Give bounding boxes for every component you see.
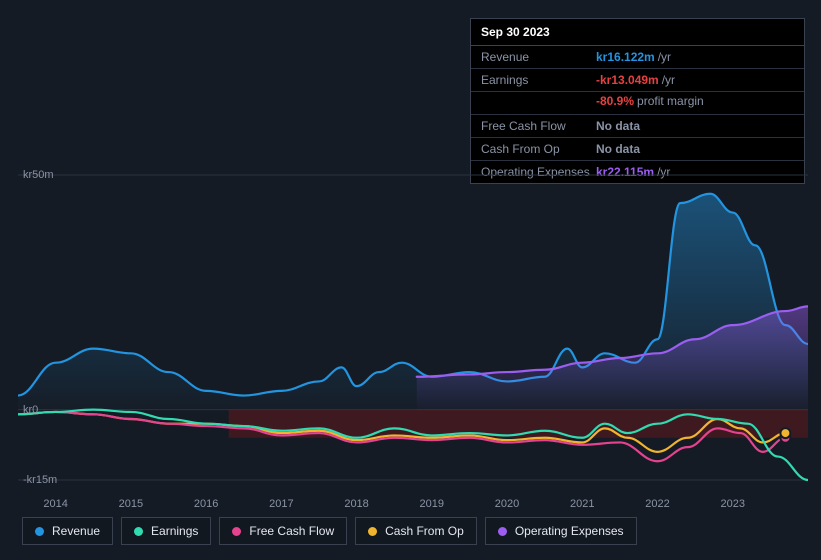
- x-axis-label: 2017: [269, 498, 293, 510]
- legend-label: Free Cash Flow: [249, 524, 334, 538]
- legend: Revenue Earnings Free Cash Flow Cash From O…: [22, 517, 637, 545]
- legend-swatch: [498, 527, 507, 536]
- y-axis-label: kr50m: [23, 169, 54, 181]
- tooltip-value: -kr13.049m/yr: [596, 73, 675, 87]
- x-axis-label: 2020: [495, 498, 519, 510]
- tooltip-value: kr16.122m/yr: [596, 50, 671, 64]
- legend-swatch: [368, 527, 377, 536]
- x-axis-label: 2021: [570, 498, 594, 510]
- legend-swatch: [134, 527, 143, 536]
- tooltip-subrow: -80.9%profit margin: [471, 92, 804, 115]
- chart-area: kr50m kr0 -kr15m 2014 2015 2016 2017 2018 2019 2…: [18, 155, 808, 510]
- y-axis-label: -kr15m: [23, 474, 57, 486]
- legend-swatch: [35, 527, 44, 536]
- x-axis-label: 2022: [645, 498, 669, 510]
- tooltip-value: No data: [596, 119, 640, 133]
- x-axis-label: 2019: [420, 498, 444, 510]
- tooltip-label: Earnings: [481, 73, 596, 87]
- x-axis-label: 2015: [119, 498, 143, 510]
- tooltip-row: Revenuekr16.122m/yr: [471, 46, 804, 69]
- tooltip-row: Earnings-kr13.049m/yr: [471, 69, 804, 92]
- legend-item-earnings[interactable]: Earnings: [121, 517, 211, 545]
- legend-label: Earnings: [151, 524, 198, 538]
- x-axis-label: 2018: [344, 498, 368, 510]
- legend-item-revenue[interactable]: Revenue: [22, 517, 113, 545]
- y-axis-label: kr0: [23, 404, 38, 416]
- tooltip-label: Free Cash Flow: [481, 119, 596, 133]
- tooltip-value: No data: [596, 142, 640, 156]
- x-axis-label: 2014: [43, 498, 67, 510]
- tooltip-date: Sep 30 2023: [471, 19, 804, 46]
- legend-swatch: [232, 527, 241, 536]
- x-axis-label: 2023: [721, 498, 745, 510]
- legend-item-cash_from_op[interactable]: Cash From Op: [355, 517, 477, 545]
- tooltip-label: Revenue: [481, 50, 596, 64]
- chart-svg: [18, 155, 808, 485]
- legend-item-operating_expenses[interactable]: Operating Expenses: [485, 517, 637, 545]
- tooltip-row: Free Cash FlowNo data: [471, 115, 804, 138]
- legend-label: Operating Expenses: [515, 524, 624, 538]
- legend-label: Revenue: [52, 524, 100, 538]
- tooltip-label: Cash From Op: [481, 142, 596, 156]
- x-axis-label: 2016: [194, 498, 218, 510]
- legend-item-free_cash_flow[interactable]: Free Cash Flow: [219, 517, 347, 545]
- legend-label: Cash From Op: [385, 524, 464, 538]
